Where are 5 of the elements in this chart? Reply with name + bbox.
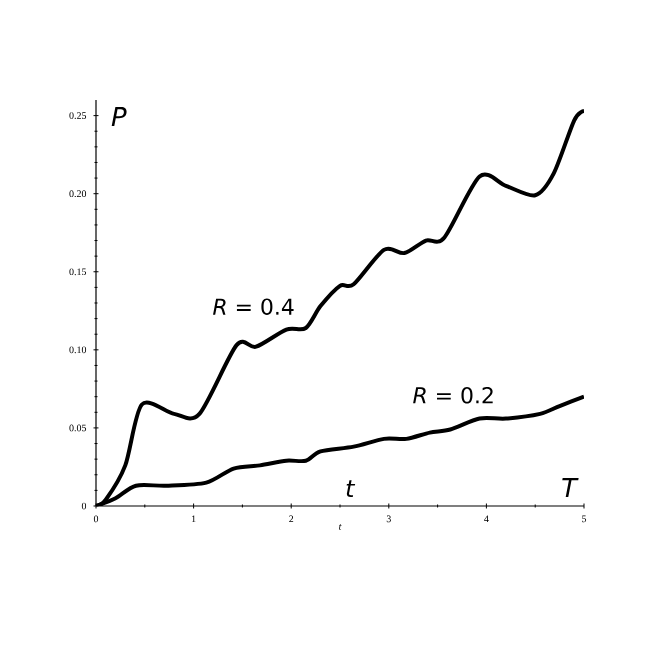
annotation: T xyxy=(562,478,579,497)
series-label: R = 0.2 xyxy=(413,386,493,404)
annotation: t xyxy=(346,480,356,497)
series-label: R = 0.4 xyxy=(213,298,294,315)
y-axis-title: P xyxy=(111,107,127,126)
